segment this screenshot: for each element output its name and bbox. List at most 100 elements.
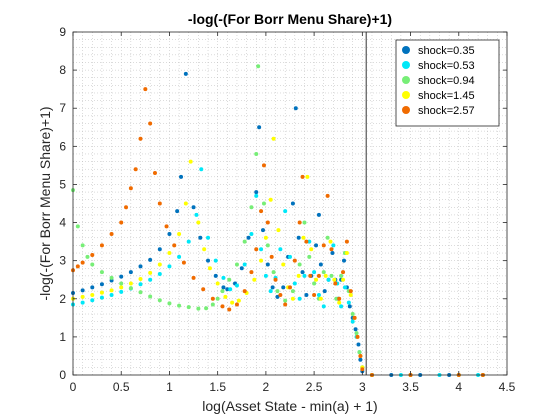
- data-point: [298, 221, 302, 225]
- data-point: [175, 209, 179, 213]
- data-point: [90, 262, 94, 266]
- data-point: [223, 295, 227, 299]
- data-point: [349, 289, 353, 293]
- data-point: [308, 274, 312, 278]
- y-tick-label: 5: [59, 177, 66, 191]
- data-point: [119, 282, 123, 286]
- data-point: [139, 264, 143, 268]
- data-point: [249, 270, 253, 274]
- data-point: [211, 297, 215, 301]
- data-point: [305, 175, 309, 179]
- data-point: [288, 285, 292, 289]
- data-point: [326, 194, 330, 198]
- data-point: [139, 282, 143, 286]
- data-point: [345, 240, 349, 244]
- y-tick-label: 1: [59, 330, 66, 344]
- data-point: [327, 278, 331, 282]
- data-point: [158, 272, 162, 276]
- data-point: [332, 278, 336, 282]
- data-point: [182, 261, 186, 265]
- data-point: [331, 243, 335, 247]
- data-point: [76, 224, 80, 228]
- data-point: [221, 276, 225, 280]
- data-point: [148, 271, 152, 275]
- data-point: [119, 221, 123, 225]
- data-point: [201, 287, 205, 291]
- data-point: [281, 262, 285, 266]
- data-point: [187, 240, 191, 244]
- data-point: [322, 304, 326, 308]
- data-point: [139, 290, 143, 294]
- x-tick-label: 3: [359, 380, 366, 394]
- data-point: [167, 232, 171, 236]
- data-point: [326, 236, 330, 240]
- data-point: [259, 209, 263, 213]
- y-tick-label: 9: [59, 25, 66, 39]
- data-point: [139, 137, 143, 141]
- data-point: [90, 293, 94, 297]
- data-point: [211, 302, 215, 306]
- data-point: [322, 243, 326, 247]
- data-point: [202, 247, 206, 251]
- data-point: [227, 307, 231, 311]
- data-point: [129, 186, 133, 190]
- data-point: [214, 259, 218, 263]
- data-point: [192, 276, 196, 280]
- data-point: [220, 304, 224, 308]
- data-point: [124, 205, 128, 209]
- data-point: [148, 121, 152, 125]
- x-tick-label: 2.5: [306, 380, 323, 394]
- data-point: [184, 72, 188, 76]
- data-point: [100, 243, 104, 247]
- y-tick-label: 2: [59, 292, 66, 306]
- data-point: [119, 285, 123, 289]
- data-point: [216, 297, 220, 301]
- data-point: [216, 282, 220, 286]
- data-point: [196, 221, 200, 225]
- data-point: [153, 171, 157, 175]
- data-point: [90, 285, 94, 289]
- data-point: [274, 278, 278, 282]
- data-point: [314, 278, 318, 282]
- data-point: [165, 224, 169, 228]
- y-tick-label: 7: [59, 101, 66, 115]
- data-point: [220, 289, 224, 293]
- data-point: [192, 205, 196, 209]
- data-point: [187, 305, 191, 309]
- data-point: [254, 194, 258, 198]
- data-point: [291, 289, 295, 293]
- data-point: [360, 367, 364, 371]
- data-point: [272, 270, 276, 274]
- data-point: [158, 298, 162, 302]
- data-point: [317, 293, 321, 297]
- data-point: [347, 301, 351, 305]
- data-point: [199, 167, 203, 171]
- data-point: [158, 247, 162, 251]
- data-point: [304, 293, 308, 297]
- data-point: [291, 297, 295, 301]
- data-point: [262, 163, 266, 167]
- data-point: [264, 274, 268, 278]
- data-point: [243, 289, 247, 293]
- data-point: [301, 270, 305, 274]
- data-point: [342, 259, 346, 263]
- data-point: [337, 301, 341, 305]
- data-point: [81, 243, 85, 247]
- data-point: [85, 255, 89, 259]
- data-point: [206, 236, 210, 240]
- data-point: [355, 331, 359, 335]
- data-point: [81, 301, 85, 305]
- data-point: [228, 287, 232, 291]
- data-point: [261, 228, 265, 232]
- data-point: [110, 293, 114, 297]
- x-tick-label: 3.5: [402, 380, 419, 394]
- data-point: [271, 285, 275, 289]
- data-point: [276, 228, 280, 232]
- data-point: [227, 278, 231, 282]
- data-point: [266, 221, 270, 225]
- data-point: [196, 307, 200, 311]
- data-point: [167, 264, 171, 268]
- data-point: [264, 236, 268, 240]
- data-point: [349, 293, 353, 297]
- data-point: [358, 358, 362, 362]
